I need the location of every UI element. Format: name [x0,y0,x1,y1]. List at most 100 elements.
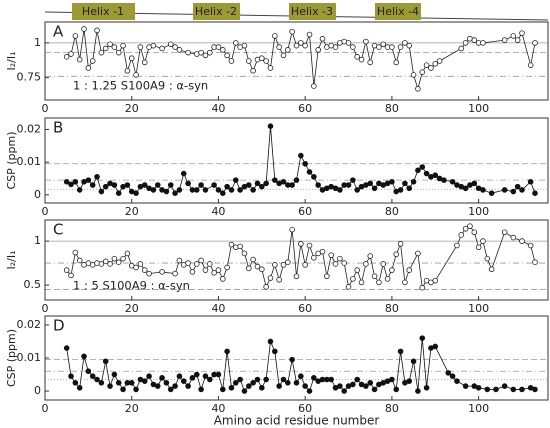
data-point [350,381,356,388]
panel: 0 0.01 0.02 0 20 40 60 80 100 D CSP (ppm) Amino aci… [5,315,549,428]
data-point [185,180,191,187]
data-point [72,178,79,185]
data-point [259,384,265,391]
data-point [280,376,287,383]
data-point [159,45,165,52]
data-point [141,267,148,273]
data-point [510,234,517,241]
data-point [72,33,79,39]
data-point [98,261,105,267]
data-point [111,371,118,378]
data-point [293,273,300,280]
data-point [397,348,404,355]
data-point [137,44,144,50]
data-point [180,170,187,177]
data-point [293,42,300,49]
data-point [501,187,508,193]
data-point [215,44,222,50]
data-point [154,383,161,389]
data-point [246,58,252,64]
x-tick-label: 100 [468,205,489,218]
x-tick-label: 0 [42,102,49,115]
data-point [232,177,239,183]
data-point [254,180,261,187]
data-point [133,386,139,393]
data-point [219,386,226,393]
data-point [397,187,404,193]
data-point [81,353,87,360]
x-tick-label: 60 [298,205,312,218]
data-point [202,52,209,59]
data-point [176,373,183,379]
data-point [519,238,525,244]
data-point [306,31,313,38]
data-point [107,41,113,48]
y-axis-label: I₂/I₁ [5,250,18,269]
data-point [219,276,226,282]
data-point [458,45,465,52]
data-point [259,55,265,62]
panel-label: D [53,317,65,335]
data-point [423,170,430,177]
data-point [89,182,96,188]
data-point [72,249,79,256]
data-point [441,177,447,183]
data-point [272,177,278,183]
data-point [124,67,131,74]
data-point [501,37,508,43]
data-point [337,187,343,193]
data-point [345,40,352,46]
data-point [272,262,278,268]
data-point [246,182,252,188]
data-point [241,388,248,394]
data-point [185,260,191,266]
data-point [193,371,200,378]
data-point [501,229,508,236]
data-point [371,386,378,393]
data-point [189,375,196,381]
data-point [471,229,478,236]
panel-label: B [53,119,63,137]
x-tick-label: 40 [211,402,225,415]
plot-frame [44,219,549,301]
data-point [98,188,105,195]
data-point [419,335,426,341]
x-tick-label: 60 [298,402,312,415]
data-point [445,370,452,376]
data-point [254,376,261,383]
data-point [237,187,243,193]
data-point [176,257,183,264]
data-point [527,178,534,185]
data-point [133,190,139,196]
data-point [367,253,374,259]
data-point [324,273,330,280]
data-point [462,40,469,46]
data-point [358,56,365,63]
data-point [350,44,356,50]
data-point [76,56,83,63]
data-point [250,67,256,74]
data-point [475,244,482,251]
data-point [172,270,178,277]
data-point [85,368,92,375]
data-point [215,267,222,273]
annotation: 1 : 5 S100A9 : α-syn [73,279,190,293]
data-point [462,225,469,232]
data-point [415,167,421,174]
data-point [133,72,139,78]
helix-box [375,3,421,20]
data-point [63,54,70,60]
data-point [124,250,131,257]
data-point [315,182,321,188]
helix-box [72,3,135,20]
data-point [298,240,304,247]
helix-label: Helix -1 [82,5,124,18]
data-point [167,386,174,393]
data-point [302,42,308,49]
data-point [146,270,152,277]
data-point [471,37,478,43]
data-point [436,58,443,64]
data-point [380,41,387,48]
data-point [311,375,317,381]
data-point [76,187,83,193]
